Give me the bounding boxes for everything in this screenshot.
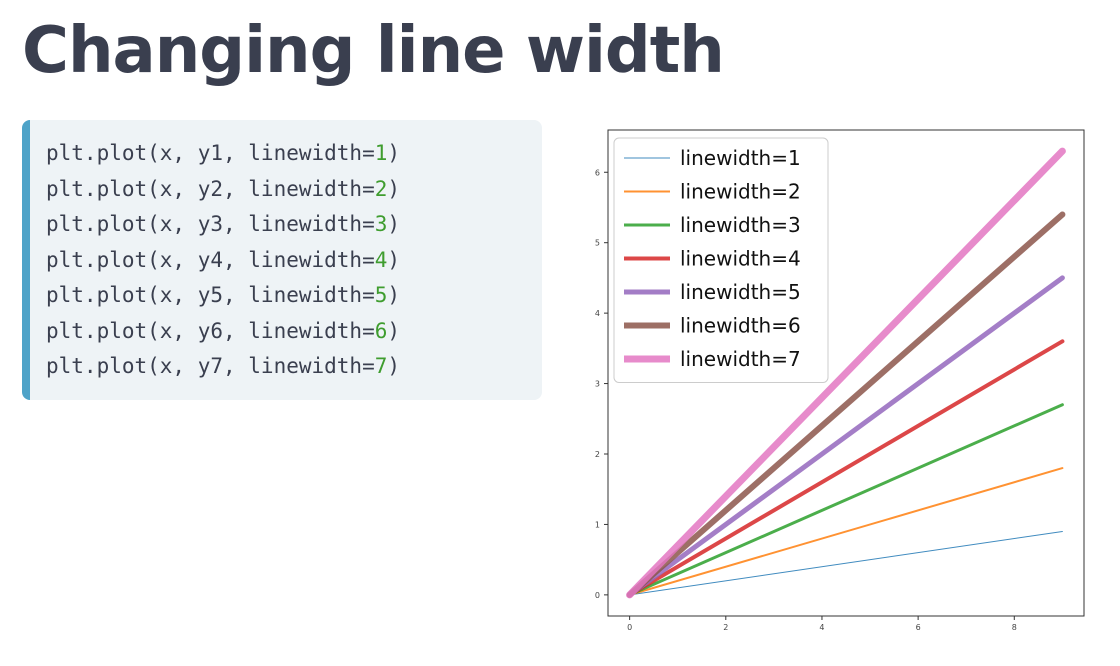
code-line-4: plt.plot(x, y4, linewidth=4) (46, 243, 542, 279)
series-line-5 (627, 275, 1065, 598)
y-tick-label: 1 (595, 520, 600, 529)
legend-label-3: linewidth=3 (680, 213, 801, 237)
y-tick-label: 3 (595, 380, 600, 389)
series-line-6 (626, 211, 1066, 598)
code-line-7: plt.plot(x, y7, linewidth=7) (46, 349, 542, 385)
y-tick-label: 6 (595, 168, 600, 177)
chart-svg: 0 2 4 6 8 0 1 2 3 4 5 6 linewidth=1 linewidth=2 linewi… (595, 129, 1085, 632)
code-number: 1 (374, 141, 388, 165)
x-tick-label: 2 (723, 623, 728, 632)
code-line-5: plt.plot(x, y5, linewidth=5) (46, 278, 542, 314)
code-text: ) (387, 247, 401, 272)
series-line-2 (628, 467, 1064, 596)
legend-label-7: linewidth=7 (680, 347, 801, 371)
legend-label-6: linewidth=6 (680, 314, 801, 338)
x-tick-label: 4 (819, 623, 824, 632)
series-line-4 (627, 339, 1065, 597)
code-text: plt.plot(x, y3, linewidth= (46, 212, 375, 236)
code-line-2: plt.plot(x, y2, linewidth=2) (46, 172, 542, 208)
x-tick-label: 0 (627, 623, 632, 632)
series-line-7 (626, 147, 1066, 599)
y-tick-label: 5 (595, 239, 600, 248)
code-text: ) (387, 354, 401, 378)
code-number: 5 (374, 283, 388, 307)
code-number: 7 (374, 354, 388, 378)
code-text: plt.plot(x, y4, linewidth= (46, 247, 375, 272)
legend-label-1: linewidth=1 (680, 146, 801, 170)
code-text: plt.plot(x, y7, linewidth= (46, 354, 375, 378)
legend-label-2: linewidth=2 (680, 180, 801, 204)
code-text: ) (387, 212, 401, 236)
legend-label-4: linewidth=4 (680, 247, 801, 271)
legend-label-5: linewidth=5 (680, 280, 801, 304)
code-text: ) (387, 141, 401, 165)
line-chart: 0 2 4 6 8 0 1 2 3 4 5 6 linewidth=1 linewidth=2 linewi… (570, 118, 1100, 638)
x-tick-label: 8 (1012, 623, 1017, 632)
code-text: ) (387, 176, 401, 201)
code-text: plt.plot(x, y2, linewidth= (46, 176, 375, 201)
code-number: 6 (374, 318, 388, 343)
code-text: ) (387, 318, 401, 343)
code-block: plt.plot(x, y1, linewidth=1) plt.plot(x,… (22, 120, 542, 400)
x-tick-label: 6 (916, 623, 921, 632)
code-number: 3 (374, 212, 388, 236)
code-line-3: plt.plot(x, y3, linewidth=3) (46, 207, 542, 243)
code-line-1: plt.plot(x, y1, linewidth=1) (46, 136, 542, 172)
y-tick-label: 0 (595, 591, 600, 600)
y-tick-label: 2 (595, 450, 600, 459)
code-text: plt.plot(x, y6, linewidth= (46, 318, 375, 343)
y-tick-label: 4 (595, 309, 600, 318)
series-line-3 (628, 403, 1064, 597)
code-number: 2 (374, 176, 388, 201)
code-line-6: plt.plot(x, y6, linewidth=6) (46, 314, 542, 350)
code-number: 4 (374, 247, 388, 272)
series-line-1 (629, 531, 1063, 596)
code-text: ) (387, 283, 401, 307)
code-text: plt.plot(x, y1, linewidth= (46, 141, 375, 165)
legend-box (613, 137, 829, 383)
page-title: Changing line width (22, 14, 725, 88)
code-text: plt.plot(x, y5, linewidth= (46, 283, 375, 307)
